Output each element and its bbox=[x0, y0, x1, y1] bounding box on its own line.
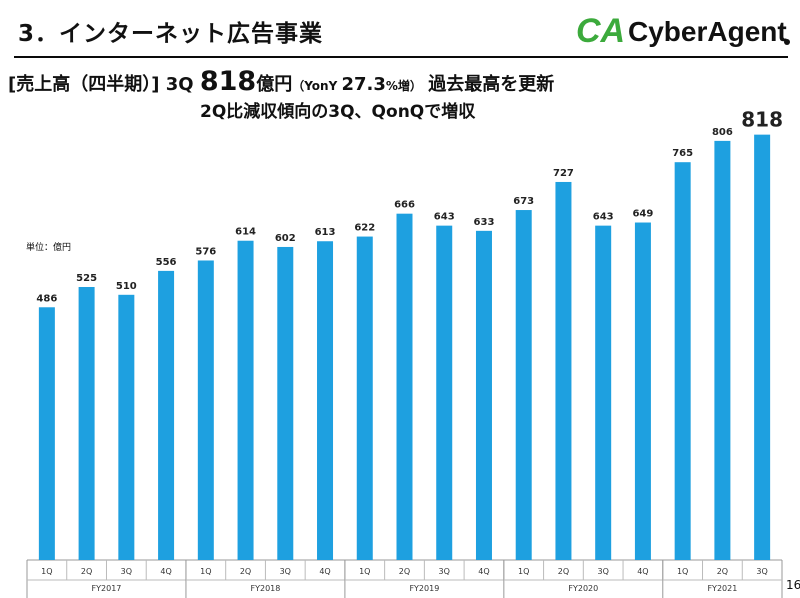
headline-yoy-open: （YonY bbox=[292, 79, 342, 93]
data-label: 673 bbox=[513, 196, 534, 207]
unit-label: 単位：億円 bbox=[26, 243, 72, 253]
x-tick-label: 4Q bbox=[160, 567, 171, 576]
group-label: FY2018 bbox=[250, 584, 280, 593]
data-label: 602 bbox=[275, 233, 296, 244]
data-label: 556 bbox=[156, 257, 177, 268]
x-tick-label: 1Q bbox=[677, 567, 688, 576]
headline-line2: 2Q比減収傾向の3Q、QonQで増収 bbox=[200, 102, 476, 122]
data-label: 614 bbox=[235, 227, 256, 238]
x-tick-label: 4Q bbox=[478, 567, 489, 576]
x-tick-label: 2Q bbox=[81, 567, 92, 576]
bar bbox=[634, 222, 651, 560]
data-label: 818 bbox=[741, 108, 783, 132]
headline-bracket: [売上高（四半期）] bbox=[8, 74, 160, 95]
x-tick-label: 2Q bbox=[399, 567, 410, 576]
bar bbox=[714, 140, 731, 560]
data-label: 622 bbox=[354, 223, 375, 234]
data-label: 510 bbox=[116, 281, 137, 292]
headline-unit: 億円 bbox=[256, 74, 293, 95]
data-label: 765 bbox=[672, 148, 693, 159]
cyberagent-logo: CA CyberAgent bbox=[576, 12, 790, 50]
x-tick-label: 3Q bbox=[597, 567, 608, 576]
data-label: 633 bbox=[474, 217, 495, 228]
x-tick-label: 3Q bbox=[121, 567, 132, 576]
group-label: FY2019 bbox=[409, 584, 439, 593]
group-label: FY2017 bbox=[92, 584, 122, 593]
group-label: FY2020 bbox=[568, 584, 598, 593]
data-label: 727 bbox=[553, 168, 574, 179]
x-tick-label: 2Q bbox=[717, 567, 728, 576]
bar bbox=[595, 225, 612, 560]
bar bbox=[38, 307, 55, 560]
x-tick-label: 1Q bbox=[359, 567, 370, 576]
x-tick-label: 1Q bbox=[41, 567, 52, 576]
x-tick-label: 3Q bbox=[756, 567, 767, 576]
data-label: 643 bbox=[593, 212, 614, 223]
bar bbox=[396, 213, 413, 560]
svg-text:CA: CA bbox=[576, 12, 625, 50]
x-tick-label: 3Q bbox=[439, 567, 450, 576]
headline-amount: 818 bbox=[199, 66, 257, 97]
bar bbox=[555, 181, 572, 560]
data-label: 649 bbox=[632, 209, 653, 220]
x-tick-label: 1Q bbox=[200, 567, 211, 576]
bar bbox=[237, 240, 254, 560]
group-label: FY2021 bbox=[707, 584, 737, 593]
data-label: 666 bbox=[394, 200, 415, 211]
headline-tail: 過去最高を更新 bbox=[428, 74, 555, 95]
logo-text: CyberAgent bbox=[628, 16, 787, 47]
headline-quarter: 3Q bbox=[165, 74, 194, 95]
data-label: 613 bbox=[315, 227, 336, 238]
bar bbox=[158, 270, 175, 560]
x-tick-label: 4Q bbox=[319, 567, 330, 576]
bar bbox=[78, 287, 95, 560]
bar bbox=[475, 230, 492, 560]
x-tick-label: 4Q bbox=[637, 567, 648, 576]
x-tick-label: 3Q bbox=[280, 567, 291, 576]
x-tick-label: 2Q bbox=[240, 567, 251, 576]
headline: [売上高（四半期）] 3Q 818億円（YonY 27.3%増） 過去最高を更新 bbox=[8, 66, 554, 97]
bar bbox=[118, 294, 135, 560]
page-title: 3．インターネット広告事業 bbox=[18, 21, 324, 47]
bar bbox=[754, 134, 771, 560]
data-label: 643 bbox=[434, 212, 455, 223]
bar bbox=[515, 210, 532, 561]
bar bbox=[674, 162, 691, 560]
data-label: 486 bbox=[36, 293, 57, 304]
headline-yoy-close: %増） bbox=[385, 79, 422, 93]
bar bbox=[436, 225, 453, 560]
bar bbox=[317, 241, 334, 561]
x-tick-label: 2Q bbox=[558, 567, 569, 576]
bar bbox=[277, 246, 294, 560]
bar bbox=[356, 236, 373, 560]
x-tick-label: 1Q bbox=[518, 567, 529, 576]
bar bbox=[197, 260, 214, 560]
title-divider bbox=[14, 56, 788, 58]
data-label: 525 bbox=[76, 273, 97, 284]
page-number: 16 bbox=[786, 578, 800, 592]
headline-yoy-value: 27.3 bbox=[341, 74, 386, 95]
data-label: 806 bbox=[712, 127, 733, 138]
data-label: 576 bbox=[195, 246, 216, 257]
